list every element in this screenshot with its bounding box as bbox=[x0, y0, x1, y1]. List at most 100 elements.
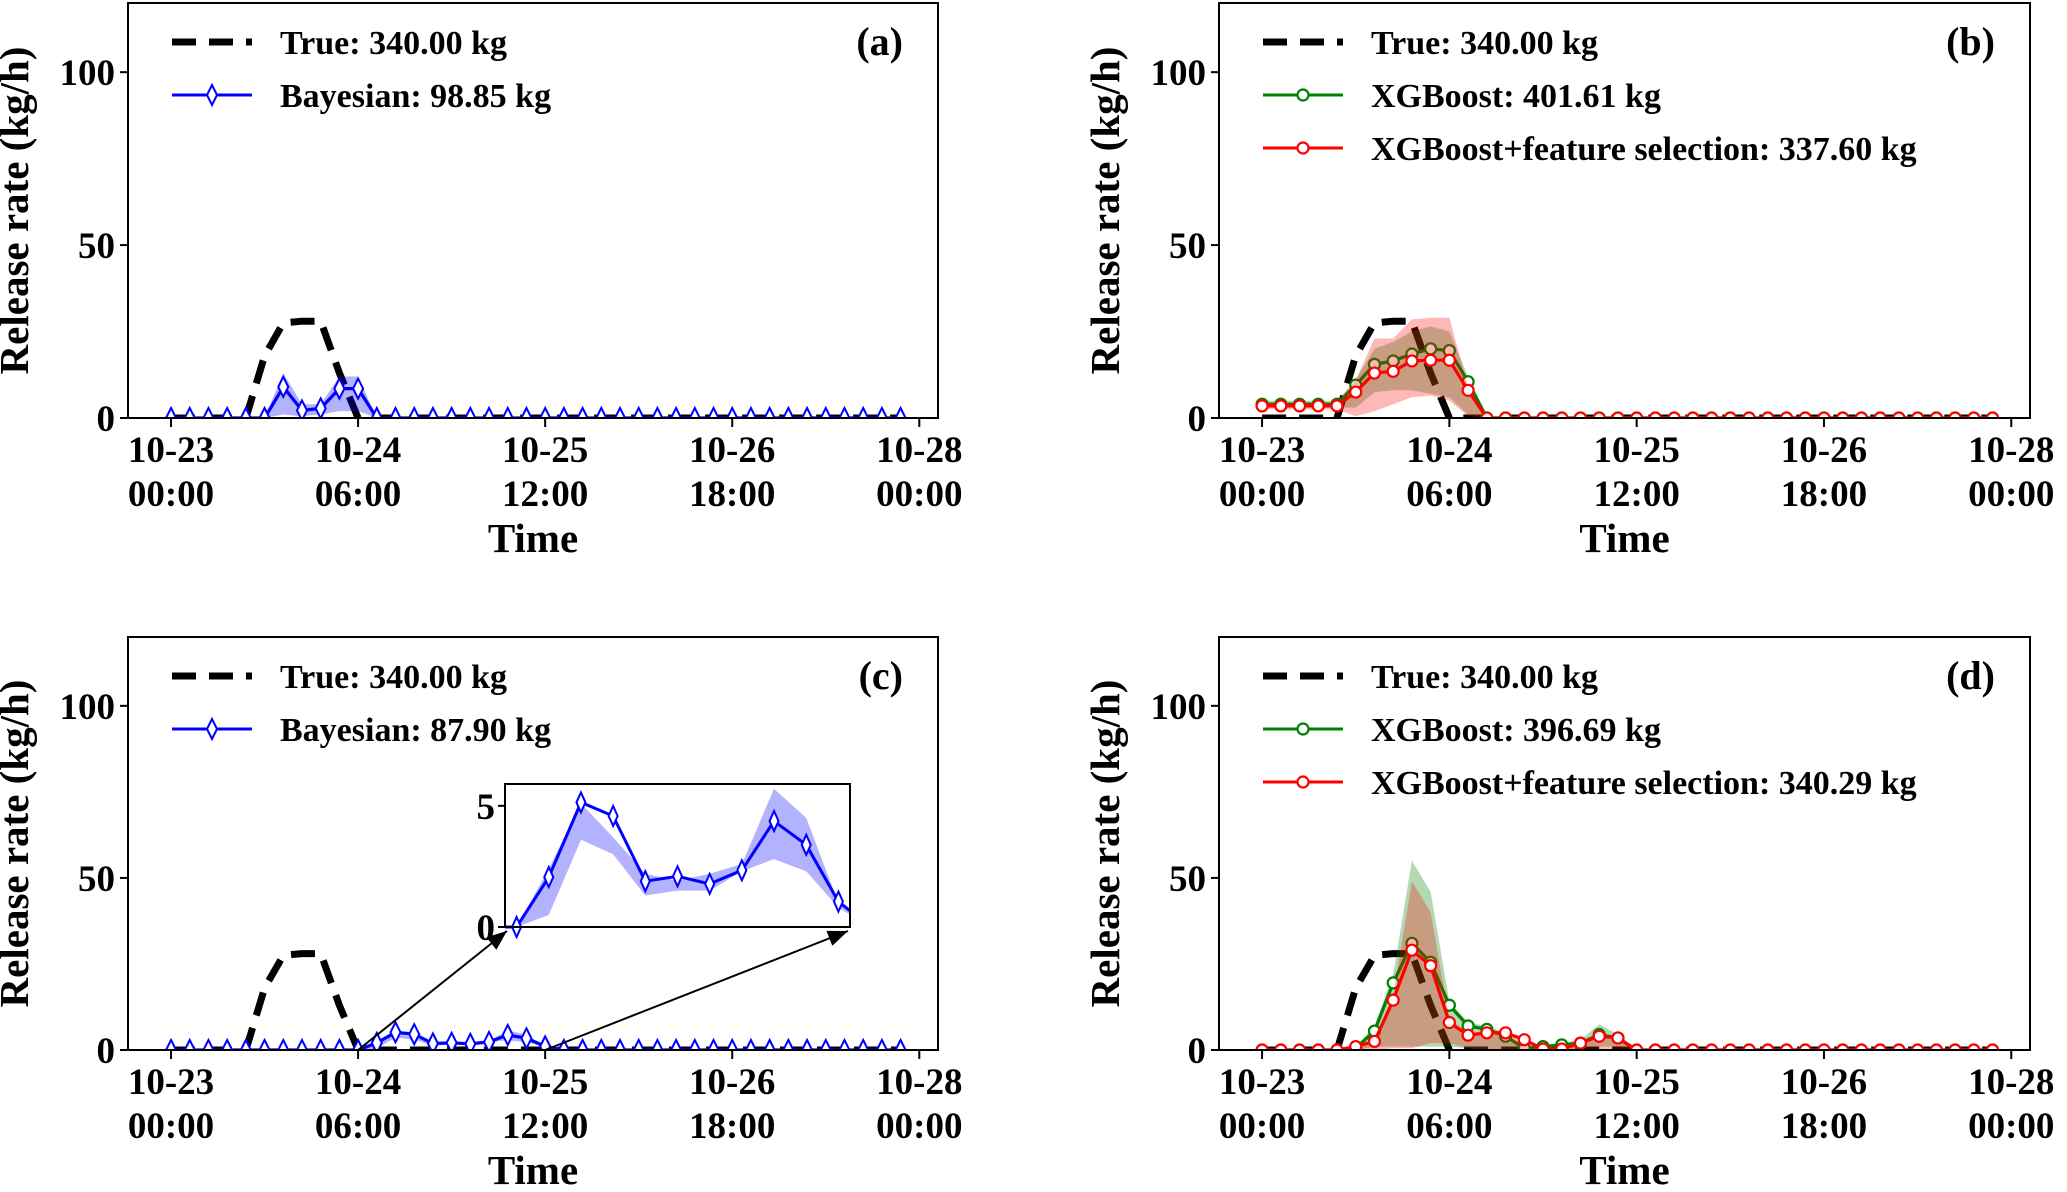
data-point bbox=[1761, 411, 1775, 418]
data-point bbox=[1330, 1043, 1344, 1050]
axes-frame bbox=[1218, 636, 2031, 1051]
data-point bbox=[575, 789, 587, 815]
x-tick-label-time: 00:00 bbox=[876, 474, 962, 515]
axes-frame bbox=[127, 636, 939, 1051]
data-point bbox=[1349, 1039, 1363, 1050]
data-point bbox=[501, 405, 514, 418]
data-point bbox=[482, 1029, 496, 1050]
data-point bbox=[1911, 411, 1925, 418]
data-point bbox=[1317, 917, 1326, 937]
x-tick-label-date: 10-25 bbox=[1594, 1062, 1680, 1103]
x-tick-label-date: 10-24 bbox=[1406, 1062, 1492, 1103]
panel-label: (c) bbox=[859, 653, 903, 698]
legend-label: XGBoost+feature selection: 340.29 kg bbox=[1371, 765, 1917, 802]
data-point bbox=[1873, 1043, 1887, 1050]
data-point bbox=[1779, 1043, 1794, 1050]
data-point bbox=[448, 917, 457, 937]
data-point bbox=[1929, 1043, 1943, 1050]
data-point bbox=[1704, 1043, 1719, 1050]
series-1 bbox=[164, 373, 907, 418]
data-point bbox=[838, 405, 851, 418]
data-point bbox=[1667, 1043, 1681, 1050]
y-tick-label: 0 bbox=[97, 1031, 116, 1072]
true-release-line bbox=[171, 317, 901, 418]
data-point bbox=[557, 405, 570, 418]
data-point bbox=[613, 1037, 627, 1050]
data-point bbox=[277, 1037, 290, 1050]
data-point bbox=[1517, 411, 1531, 418]
data-point bbox=[1967, 411, 1981, 418]
data-point bbox=[898, 917, 907, 937]
data-point bbox=[1292, 399, 1307, 413]
x-tick-label-time: 00:00 bbox=[1219, 474, 1305, 515]
data-point bbox=[1517, 1033, 1531, 1047]
data-point bbox=[1498, 1026, 1513, 1040]
x-tick-label-date: 10-26 bbox=[1781, 430, 1867, 471]
series-line bbox=[505, 800, 850, 929]
data-point bbox=[333, 1037, 346, 1050]
uncertainty-band bbox=[171, 373, 901, 418]
data-point bbox=[576, 405, 589, 418]
x-axis-label: Time bbox=[488, 1147, 578, 1192]
data-point bbox=[639, 868, 651, 894]
x-tick-label-date: 10-26 bbox=[1781, 1062, 1867, 1103]
data-point bbox=[669, 1037, 683, 1050]
x-tick-label-date: 10-26 bbox=[689, 430, 775, 471]
data-point bbox=[1405, 943, 1419, 957]
y-axis-label: Release rate (kg/h) bbox=[1082, 47, 1128, 375]
data-point bbox=[370, 1030, 383, 1050]
x-tick-label-date: 10-25 bbox=[1594, 430, 1680, 471]
y-tick-label: 100 bbox=[60, 687, 116, 728]
data-point bbox=[1817, 1043, 1831, 1050]
legend-marker bbox=[1296, 775, 1310, 789]
data-point bbox=[763, 405, 776, 418]
x-tick-label-time: 06:00 bbox=[315, 1106, 401, 1147]
x-tick-label-date: 10-23 bbox=[1219, 430, 1305, 471]
data-point bbox=[1854, 411, 1869, 418]
x-tick-label-time: 00:00 bbox=[1968, 1106, 2054, 1147]
x-tick-label-time: 00:00 bbox=[876, 1106, 962, 1147]
data-point bbox=[221, 405, 234, 418]
data-point bbox=[1630, 411, 1644, 418]
data-point bbox=[1686, 411, 1700, 418]
data-point bbox=[1367, 366, 1382, 380]
data-point bbox=[1929, 411, 1943, 418]
data-point bbox=[295, 1037, 309, 1050]
x-axis-label: Time bbox=[1579, 515, 1669, 561]
data-point bbox=[1742, 1043, 1756, 1050]
data-point bbox=[1480, 1026, 1494, 1040]
x-tick-label-time: 18:00 bbox=[1781, 1106, 1867, 1147]
data-point bbox=[707, 405, 720, 418]
data-point bbox=[1445, 917, 1454, 937]
data-point bbox=[464, 405, 477, 418]
data-point bbox=[688, 405, 701, 418]
uncertainty-band bbox=[505, 788, 850, 927]
data-point bbox=[258, 1037, 271, 1050]
legend-label: XGBoost: 401.61 kg bbox=[1371, 78, 1661, 115]
data-point bbox=[1461, 1028, 1475, 1042]
data-point bbox=[539, 405, 552, 418]
x-tick-label-time: 18:00 bbox=[689, 1106, 775, 1147]
data-point bbox=[426, 405, 440, 418]
panel-b: 05010010-2300:0010-2406:0010-2512:0010-2… bbox=[1082, 2, 2054, 561]
legend-label: True: 340.00 kg bbox=[280, 659, 507, 696]
data-point bbox=[632, 1037, 645, 1050]
panel-label: (a) bbox=[856, 19, 903, 64]
zoom-arrowhead bbox=[826, 930, 848, 946]
legend-entry: XGBoost: 396.69 kg bbox=[1263, 712, 1661, 749]
data-point bbox=[1027, 917, 1036, 937]
data-point bbox=[1555, 1042, 1569, 1050]
y-tick-label: 50 bbox=[1169, 859, 1206, 900]
data-point bbox=[1667, 411, 1681, 418]
legend-marker bbox=[205, 716, 219, 742]
axes-frame bbox=[1218, 2, 2031, 419]
true-release-line bbox=[1262, 950, 1993, 1050]
data-point bbox=[183, 1037, 196, 1050]
x-tick-label-time: 12:00 bbox=[1594, 1106, 1680, 1147]
y-tick-label: 0 bbox=[97, 399, 116, 440]
x-tick-label-time: 00:00 bbox=[128, 474, 214, 515]
data-point bbox=[866, 917, 875, 937]
data-point bbox=[1059, 917, 1068, 937]
inset-background bbox=[505, 784, 850, 927]
data-point bbox=[557, 1037, 570, 1050]
